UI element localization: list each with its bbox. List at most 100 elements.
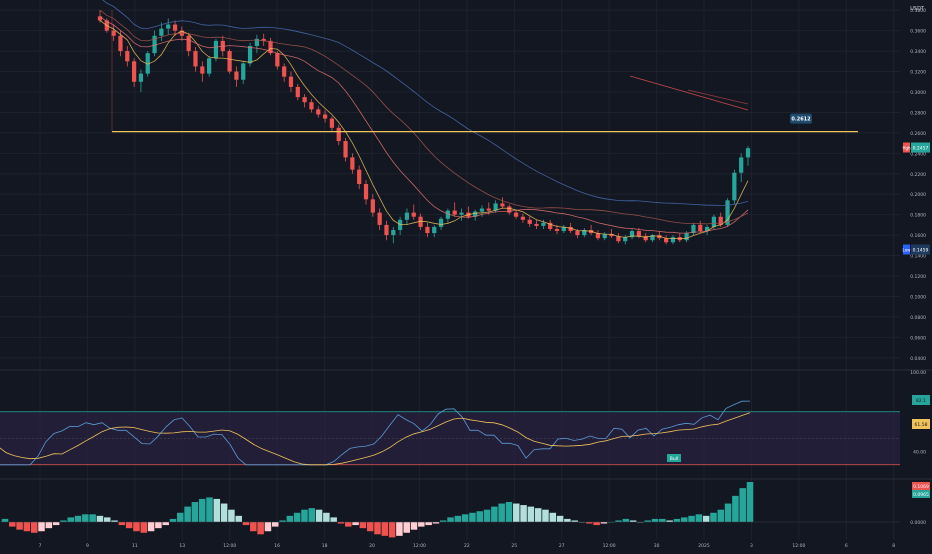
moving-average-line: [99, 16, 749, 234]
histogram-bar-positive: [169, 518, 177, 522]
candle-down: [370, 199, 375, 213]
histogram-bar-positive: [60, 520, 67, 522]
histogram-bar-negative: [418, 522, 425, 527]
price-panel[interactable]: 0.2612: [97, 0, 858, 245]
candle-up: [561, 226, 566, 232]
histogram-bar-positive: [104, 517, 111, 522]
candle-down: [118, 35, 123, 52]
candle-down: [609, 234, 614, 237]
histogram-bar-positive: [213, 498, 221, 522]
price-tick-label: 0.3000: [910, 90, 926, 96]
histogram-bar-negative: [388, 522, 396, 538]
histogram-bar-positive: [498, 503, 505, 522]
time-tick-label: 2025: [698, 543, 710, 549]
candle-down: [452, 210, 457, 215]
rsi-badge-box: [912, 395, 930, 405]
candle-up: [582, 230, 587, 236]
price-tick-label: 0.1000: [910, 294, 926, 300]
candle-up: [493, 203, 498, 211]
candle-up: [404, 212, 410, 220]
histogram-bar-positive: [571, 520, 578, 522]
histogram-bar-positive: [286, 515, 294, 522]
candle-down: [227, 51, 232, 72]
histogram-bar-negative: [381, 522, 389, 536]
time-tick-label: 7: [39, 543, 42, 549]
histogram-bar-positive: [330, 517, 337, 522]
candle-up: [247, 46, 253, 64]
histogram-bar-negative: [250, 522, 257, 532]
candle-down: [309, 102, 314, 110]
candle-up: [459, 212, 464, 215]
moving-average-line: [99, 20, 749, 239]
candle-down: [595, 233, 601, 239]
time-tick-label: 12:00: [413, 543, 426, 549]
rsi-panel[interactable]: Bull: [0, 400, 900, 466]
histogram-bar-negative: [125, 522, 133, 529]
histogram-bar-positive: [279, 520, 286, 522]
histogram-bar-negative: [403, 522, 410, 533]
histogram-bar-negative: [52, 522, 60, 526]
histogram-bar-positive: [82, 514, 89, 522]
histogram-bar-positive: [702, 515, 710, 522]
candle-down: [295, 86, 300, 98]
candle-down: [575, 231, 580, 236]
histogram-bar-positive: [228, 509, 235, 522]
histogram-bar-negative: [140, 522, 148, 533]
histogram-badge-box: [912, 490, 930, 498]
histogram-bar-positive: [198, 498, 206, 522]
rsi-ma-line: [0, 412, 751, 466]
candle-up: [159, 28, 164, 36]
price-tick-label: 0.1200: [910, 274, 926, 280]
candle-down: [363, 184, 369, 200]
candle-down: [418, 216, 423, 227]
histogram-bar-positive: [301, 509, 308, 522]
histogram-bar-positive: [688, 515, 695, 522]
candle-down: [384, 224, 389, 236]
histogram-bar-positive: [74, 515, 82, 522]
histogram-bar-positive: [746, 482, 754, 522]
candle-up: [207, 58, 212, 74]
candle-down: [486, 208, 491, 211]
candle-down: [275, 53, 280, 67]
candle-down: [268, 40, 273, 54]
price-tick-label: 0.3200: [910, 70, 926, 76]
candle-up: [438, 218, 444, 227]
candle-up: [602, 234, 607, 239]
time-tick-label: 12:00: [792, 543, 805, 549]
price-tick-label: 0.1400: [910, 254, 926, 260]
candle-up: [745, 148, 751, 158]
candle-down: [425, 226, 430, 234]
histogram-tick-label: 0.0000: [910, 520, 926, 526]
time-tick-label: 9: [86, 543, 89, 549]
histogram-bar-negative: [345, 522, 352, 527]
candle-up: [166, 24, 171, 29]
histogram-bar-negative: [30, 522, 38, 533]
histogram-bar-positive: [476, 511, 484, 522]
candle-up: [391, 230, 396, 236]
currency-label: USDT: [910, 6, 925, 12]
histogram-bar-positive: [710, 512, 717, 522]
candle-down: [282, 66, 287, 77]
histogram-bar-positive: [96, 515, 104, 522]
candle-down: [698, 224, 703, 232]
candle-down: [513, 212, 519, 217]
candle-up: [254, 38, 259, 46]
candle-down: [193, 51, 198, 67]
candle-down: [125, 51, 130, 62]
price-tick-label: 0.0400: [910, 356, 926, 362]
candle-up: [711, 216, 717, 227]
histogram-bar-negative: [264, 522, 272, 532]
histogram-panel[interactable]: [0, 482, 900, 538]
histogram-bar-positive: [454, 515, 462, 522]
candle-down: [350, 157, 355, 170]
candle-up: [445, 210, 450, 219]
histogram-bar-positive: [505, 502, 513, 522]
histogram-bar-negative: [396, 522, 403, 536]
candle-up: [479, 208, 485, 212]
candle-up: [145, 53, 150, 74]
histogram-bar-positive: [308, 508, 316, 522]
histogram-bar-negative: [374, 522, 381, 535]
histogram-bar-positive: [542, 509, 549, 522]
